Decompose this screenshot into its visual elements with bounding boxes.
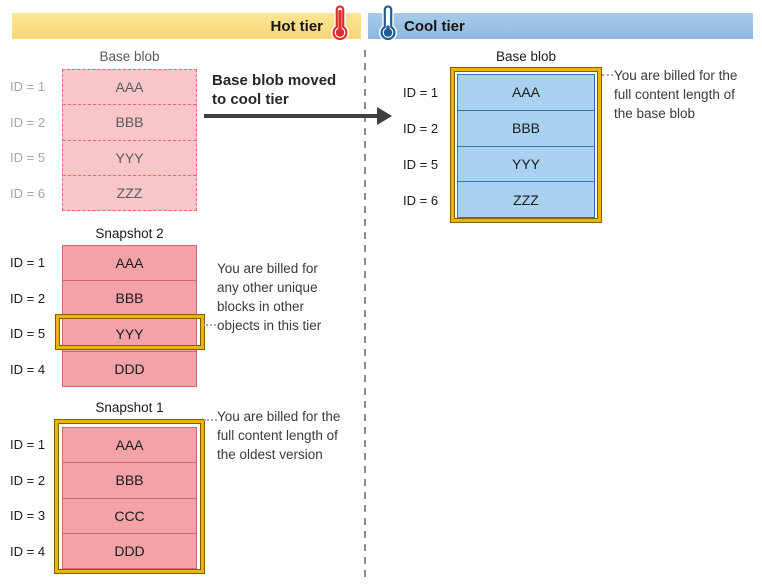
block-id-label: ID = 2 (10, 472, 46, 488)
block-id-label: ID = 4 (10, 361, 46, 377)
block-row: DDD (63, 532, 196, 568)
note-line: any other unique (217, 280, 318, 295)
block-value: ZZZ (513, 191, 539, 208)
block-row: YYY (63, 315, 196, 351)
hot-tier-label: Hot tier (270, 17, 324, 35)
note-line: You are billed for the (217, 409, 341, 424)
block-row: YYY (63, 139, 196, 175)
block-id-label: ID = 2 (403, 120, 439, 136)
leader-dots (602, 74, 613, 76)
block-value: AAA (511, 84, 540, 101)
hot-base-blob-stack: AAA BBB YYY ZZZ (62, 69, 197, 211)
billing-note-snapshot2: You are billed for any other unique bloc… (217, 259, 357, 335)
note-line: full content length of (217, 428, 338, 443)
block-value: AAA (115, 79, 144, 96)
block-id-label: ID = 3 (10, 508, 46, 524)
block-row: DDD (63, 350, 196, 386)
block-row: BBB (63, 104, 196, 139)
block-row: AAA (63, 70, 196, 104)
hot-base-blob-title: Base blob (99, 49, 160, 64)
snapshot2-ids: ID = 1 ID = 2 ID = 5 ID = 4 (10, 245, 52, 387)
billing-note-cool-base-blob: You are billed for the full content leng… (614, 66, 759, 123)
billing-note-snapshot1: You are billed for the full content leng… (217, 407, 367, 464)
block-value: CCC (114, 507, 145, 524)
leader-dots (204, 419, 217, 421)
cool-tier-bar: Cool tier (368, 13, 753, 39)
move-arrow (204, 114, 378, 118)
block-id-label: ID = 5 (10, 326, 46, 342)
block-id-label: ID = 2 (10, 114, 46, 130)
block-value: ZZZ (116, 184, 143, 201)
note-line: full content length of (614, 87, 735, 102)
block-row: BBB (63, 462, 196, 497)
block-row: CCC (63, 497, 196, 533)
block-value: BBB (115, 290, 144, 307)
block-value: BBB (115, 114, 144, 131)
block-value: YYY (115, 149, 144, 166)
snapshot1-title: Snapshot 1 (95, 400, 164, 415)
move-arrow-label: Base blob moved to cool tier (212, 71, 352, 109)
block-row: AAA (63, 428, 196, 462)
block-row: YYY (458, 145, 594, 182)
hot-tier-bar: Hot tier (12, 13, 361, 39)
block-value: BBB (115, 472, 144, 489)
cool-tier-label: Cool tier (404, 17, 465, 35)
thermometer-hot-icon (331, 4, 349, 41)
note-line: objects in this tier (217, 318, 322, 333)
block-value: YYY (115, 325, 144, 342)
block-value: DDD (114, 542, 145, 559)
block-id-label: ID = 1 (10, 437, 46, 453)
block-row: ZZZ (63, 174, 196, 210)
snapshot1-stack: AAA BBB CCC DDD (62, 427, 197, 569)
hot-base-blob-ids: ID = 1 ID = 2 ID = 5 ID = 6 (10, 69, 52, 211)
block-id-label: ID = 1 (403, 84, 439, 100)
snapshot2-stack: AAA BBB YYY DDD (62, 245, 197, 387)
block-id-label: ID = 5 (10, 150, 46, 166)
block-value: AAA (115, 255, 144, 272)
snapshot2-title: Snapshot 2 (95, 226, 164, 241)
note-line: You are billed for (217, 261, 318, 276)
block-row: AAA (458, 75, 594, 110)
snapshot1-ids: ID = 1 ID = 2 ID = 3 ID = 4 (10, 427, 52, 569)
tier-separator-line (364, 50, 366, 578)
block-id-label: ID = 2 (10, 290, 46, 306)
block-id-label: ID = 6 (10, 185, 46, 201)
note-line: blocks in other (217, 299, 305, 314)
cool-base-blob-ids: ID = 1 ID = 2 ID = 5 ID = 6 (403, 74, 445, 218)
block-row: ZZZ (458, 181, 594, 217)
move-arrow-label-line: to cool tier (212, 91, 289, 108)
note-line: the base blob (614, 106, 696, 121)
block-id-label: ID = 5 (403, 156, 439, 172)
cool-base-blob-title: Base blob (495, 49, 557, 64)
block-value: DDD (114, 360, 145, 377)
block-id-label: ID = 6 (403, 192, 439, 208)
block-value: BBB (511, 120, 540, 137)
move-arrow-head-icon (377, 107, 392, 125)
block-row: BBB (458, 109, 594, 146)
thermometer-cool-icon (379, 4, 397, 41)
note-line: You are billed for the (614, 68, 738, 83)
block-row: AAA (63, 246, 196, 280)
block-value: AAA (115, 437, 144, 454)
move-arrow-label-line: Base blob moved (212, 72, 337, 89)
leader-dots (203, 324, 216, 326)
block-id-label: ID = 1 (10, 79, 46, 95)
block-row: BBB (63, 280, 196, 315)
block-value: YYY (511, 155, 540, 172)
note-line: the oldest version (217, 447, 323, 462)
cool-base-blob-stack: AAA BBB YYY ZZZ (457, 74, 595, 218)
block-id-label: ID = 4 (10, 543, 46, 559)
block-id-label: ID = 1 (10, 255, 46, 271)
